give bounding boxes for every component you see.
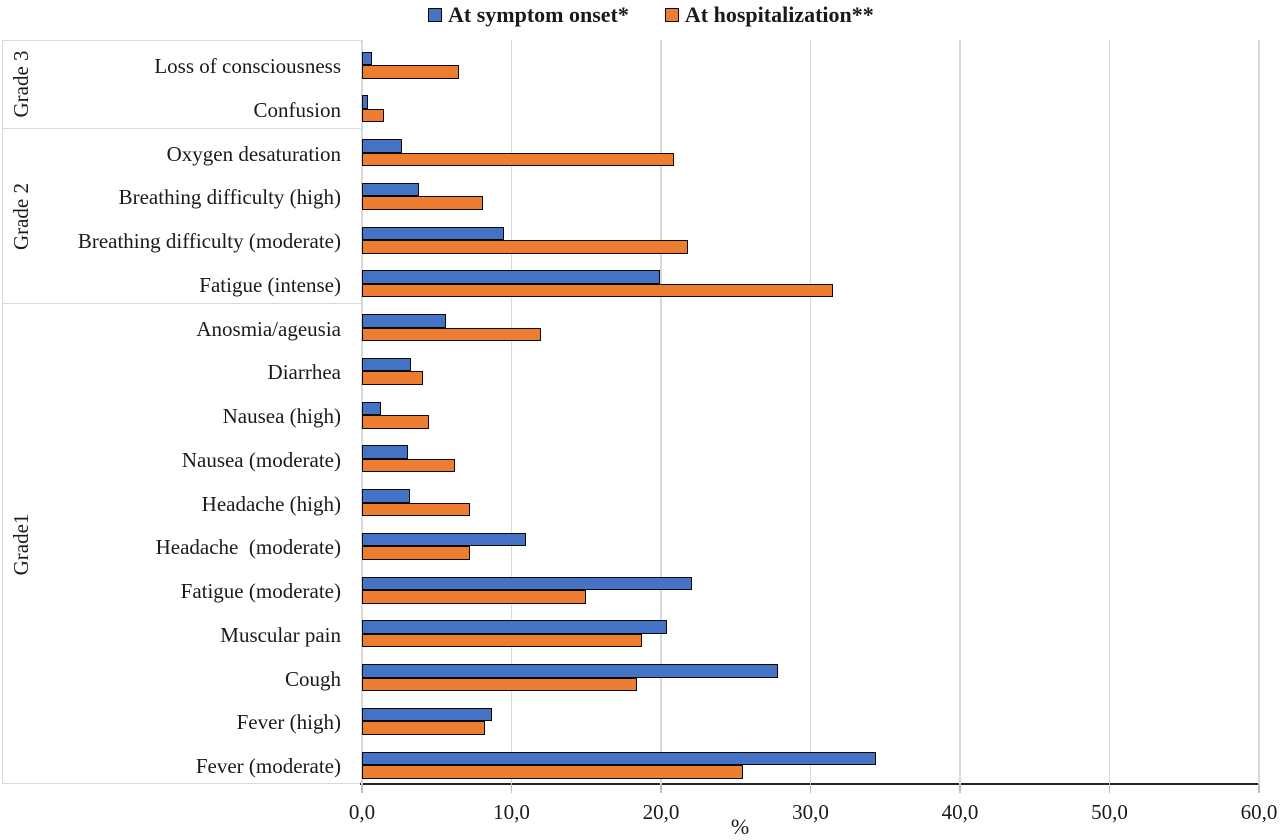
x-axis-tick-mark — [1258, 784, 1260, 793]
category-label: Cough — [284, 666, 341, 691]
gridline — [1258, 40, 1260, 784]
legend-label: At symptom onset* — [448, 2, 629, 27]
x-axis-tick-label: 50,0 — [1091, 800, 1128, 824]
gridline — [809, 40, 812, 784]
category-label: Breathing difficulty (high) — [118, 185, 341, 210]
grade-group-box: Grade 2 Oxygen desaturation Breathing diff… — [3, 129, 361, 304]
legend-item: At symptom onset* — [428, 2, 629, 28]
category-label: Breathing difficulty (moderate) — [77, 229, 341, 254]
x-axis-tick-mark — [361, 784, 363, 793]
x-axis-tick-label: 40,0 — [941, 800, 979, 824]
grade-group-box: Grade1 Anosmia/ageusia Diarrhea Nausea (hig… — [3, 304, 361, 785]
bar-hospitalization — [362, 502, 470, 517]
x-axis-tick-label: 10,0 — [493, 800, 530, 824]
bar-onset — [362, 401, 382, 416]
x-axis-tick-label: 60,0 — [1240, 800, 1278, 824]
x-axis-tick-mark — [510, 784, 513, 793]
gridline — [660, 40, 662, 784]
bar-onset — [362, 707, 493, 722]
x-axis-tick-mark — [1108, 784, 1111, 793]
category-label: Loss of consciousness — [154, 54, 341, 78]
bar-onset — [362, 664, 778, 678]
bar-hospitalization — [362, 283, 833, 298]
bar-onset — [362, 751, 877, 766]
bar-hospitalization — [362, 327, 542, 342]
bar-hospitalization — [362, 633, 642, 648]
category-label: Muscular pain — [220, 622, 341, 647]
bar-onset — [362, 95, 368, 109]
bar-onset — [362, 357, 412, 372]
bar-hospitalization — [362, 721, 485, 735]
category-axis: Grade 3 Loss of consciousness Confusion Gra… — [2, 40, 362, 784]
legend-swatch-icon — [428, 8, 442, 22]
x-axis-tick-mark — [660, 784, 662, 793]
bar-hospitalization — [362, 546, 470, 560]
bar-onset — [362, 576, 693, 591]
legend-swatch-icon — [664, 8, 679, 22]
x-axis-tick-mark — [959, 784, 961, 793]
grade-group-box: Grade 3 Loss of consciousness Confusion — [3, 41, 361, 129]
bar-hospitalization — [362, 65, 460, 79]
bar-onset — [362, 314, 446, 328]
category-label: Fever (moderate) — [195, 754, 341, 779]
bar-onset — [362, 620, 667, 634]
bar-hospitalization — [362, 371, 424, 385]
bar-hospitalization — [362, 108, 385, 123]
category-label: Headache (high) — [201, 491, 341, 516]
bar-onset — [362, 532, 527, 547]
bar-onset — [362, 445, 409, 459]
legend-item: At hospitalization** — [664, 2, 874, 28]
bar-onset — [362, 182, 419, 197]
bar-hospitalization — [362, 590, 587, 604]
gridline — [959, 40, 961, 784]
x-axis-tick-label: 20,0 — [642, 800, 680, 824]
category-label: Diarrhea — [267, 360, 341, 385]
bar-hospitalization — [362, 152, 675, 167]
bar-hospitalization — [362, 196, 484, 210]
gridline — [510, 40, 513, 784]
bar-hospitalization — [362, 415, 430, 429]
category-label: Fever (high) — [236, 710, 341, 735]
legend-label: At hospitalization** — [684, 2, 874, 27]
x-axis-tick-mark — [809, 784, 812, 793]
category-label: Headache (moderate) — [155, 535, 341, 560]
bar-hospitalization — [362, 677, 638, 692]
gridline — [1108, 40, 1111, 784]
x-axis-title: % — [730, 814, 750, 839]
chart-legend: At symptom onset* At hospitalization** — [428, 1, 874, 29]
bar-hospitalization — [362, 240, 688, 254]
bar-onset — [362, 270, 660, 284]
category-label: Oxygen desaturation — [166, 141, 341, 166]
bar-onset — [362, 51, 373, 65]
bar-onset — [362, 489, 410, 503]
category-label: Nausea (moderate) — [181, 447, 341, 472]
bar-onset — [362, 226, 505, 241]
x-axis-tick-label: 30,0 — [792, 800, 829, 824]
bar-hospitalization — [362, 765, 744, 779]
category-label: Fatigue (intense) — [199, 272, 341, 297]
category-label: Fatigue (moderate) — [180, 579, 341, 604]
category-label: Confusion — [253, 97, 341, 122]
category-label: Anosmia/ageusia — [196, 316, 341, 341]
x-axis-tick-label: 0,0 — [348, 800, 376, 824]
bar-hospitalization — [362, 458, 455, 473]
category-label: Nausea (high) — [222, 404, 341, 429]
bar-onset — [362, 139, 403, 153]
